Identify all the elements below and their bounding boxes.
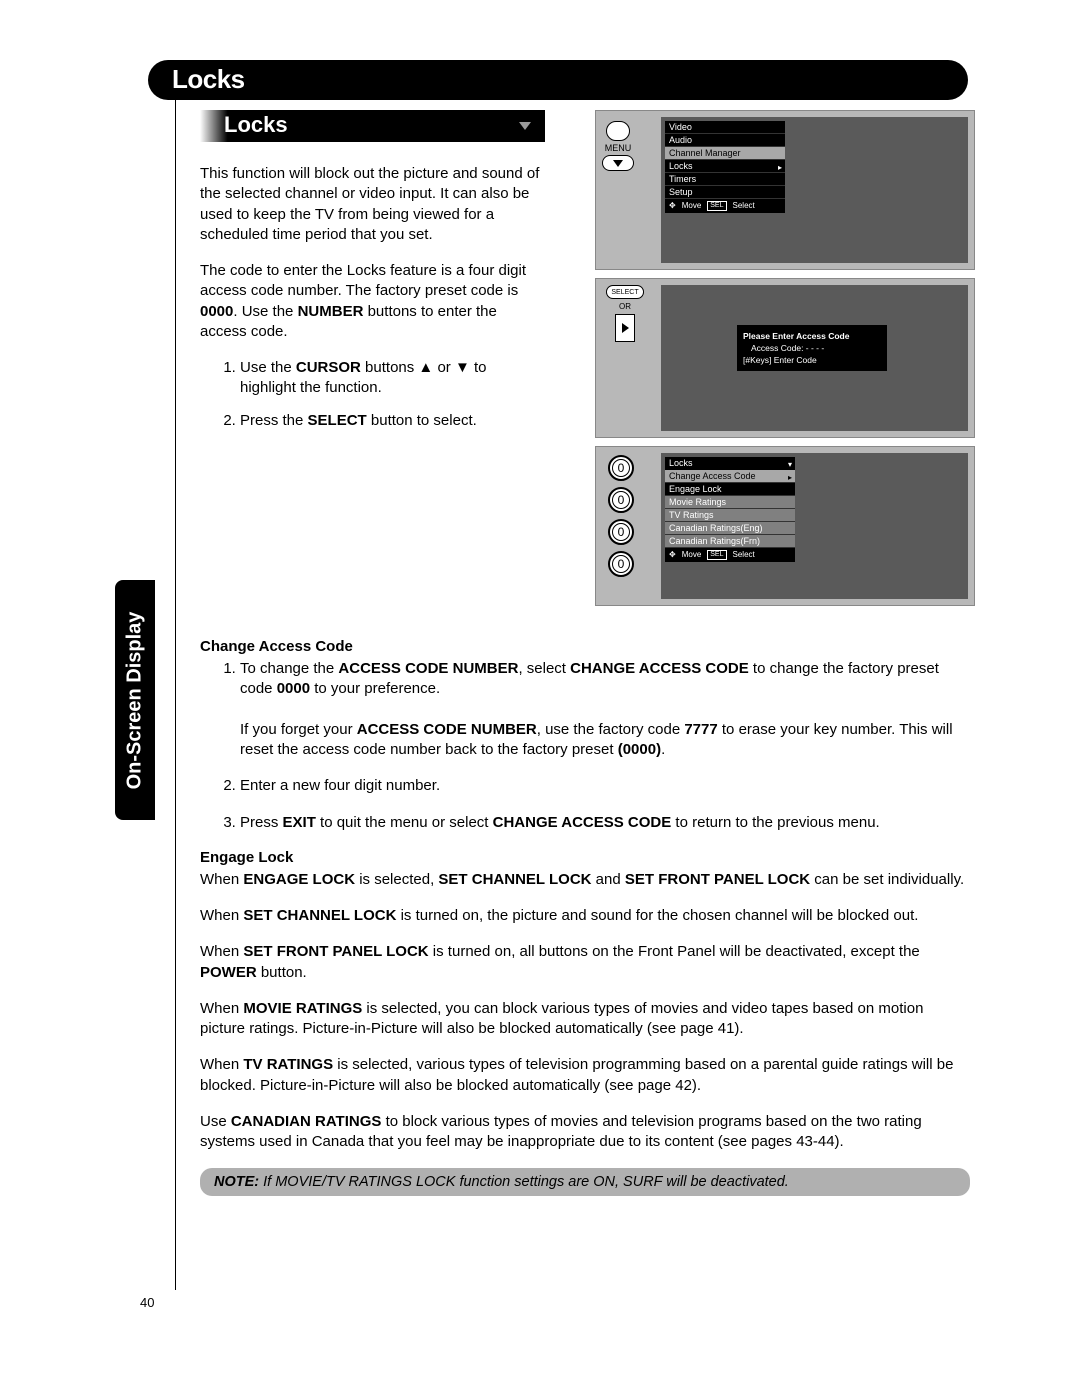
note-text: If MOVIE/TV RATINGS LOCK function settin… <box>259 1174 789 1190</box>
change-code-step-3: Press EXIT to quit the menu or select CH… <box>240 813 970 833</box>
intro-text: This function will block out the picture… <box>200 164 545 431</box>
menu-item-video: Video <box>665 121 785 134</box>
zero-button-icon: 0 <box>608 551 634 577</box>
remote-select-group: SELECT OR <box>606 285 644 342</box>
engage-lock-p1: When ENGAGE LOCK is selected, SET CHANNE… <box>200 870 970 890</box>
menu-hint: ✥Move SEL Select <box>665 548 795 562</box>
screen-inner: Please Enter Access Code Access Code: - … <box>661 285 968 431</box>
zero-buttons: 0 0 0 0 <box>608 455 634 577</box>
engage-lock-heading: Engage Lock <box>200 849 970 866</box>
tv-screen-3: 0 0 0 0 Locks▾ Change Access Code▸ Engag… <box>595 446 975 606</box>
menu-item-setup: Setup <box>665 186 785 199</box>
section-tab-label: On-Screen Display <box>124 611 147 789</box>
note-label: NOTE: <box>214 1174 259 1190</box>
change-code-heading: Change Access Code <box>200 638 970 655</box>
badge-title: Locks <box>224 112 288 137</box>
zero-button-icon: 0 <box>608 519 634 545</box>
intro-p1: This function will block out the picture… <box>200 164 545 245</box>
section-tab: On-Screen Display <box>115 580 155 820</box>
zero-button-icon: 0 <box>608 455 634 481</box>
engage-lock-p3: When SET FRONT PANEL LOCK is turned on, … <box>200 942 970 983</box>
menu-item-timers: Timers <box>665 173 785 186</box>
note-bar: NOTE: If MOVIE/TV RATINGS LOCK function … <box>200 1168 970 1196</box>
engage-lock-p4: When MOVIE RATINGS is selected, you can … <box>200 999 970 1040</box>
submenu-movie-ratings: Movie Ratings <box>665 496 795 509</box>
submenu-can-eng: Canadian Ratings(Eng) <box>665 522 795 535</box>
screen-inner: Locks▾ Change Access Code▸ Engage Lock M… <box>661 453 968 599</box>
tv-panel: MENU Video Audio Channel Manager Locks▸ … <box>595 110 975 614</box>
tv-screen-2: SELECT OR Please Enter Access Code Acces… <box>595 278 975 438</box>
menu-item-locks: Locks▸ <box>665 160 785 173</box>
right-arrow-button-icon <box>615 314 635 342</box>
intro-step-1: Use the CURSOR buttons ▲ or ▼ to highlig… <box>240 358 545 399</box>
submenu-tv-ratings: TV Ratings <box>665 509 795 522</box>
zero-button-icon: 0 <box>608 487 634 513</box>
screen-inner: Video Audio Channel Manager Locks▸ Timer… <box>661 117 968 263</box>
chevron-down-icon <box>519 122 531 130</box>
menu-item-channel: Channel Manager <box>665 147 785 160</box>
menu-button-icon <box>606 121 630 141</box>
down-button-icon <box>602 155 634 171</box>
submenu-can-frn: Canadian Ratings(Frn) <box>665 535 795 548</box>
section-badge: Locks <box>200 110 545 142</box>
main-menu: Video Audio Channel Manager Locks▸ Timer… <box>665 121 785 213</box>
menu-hint: ✥Move SEL Select <box>665 199 785 213</box>
submenu-change-code: Change Access Code▸ <box>665 470 795 483</box>
intro-p2: The code to enter the Locks feature is a… <box>200 261 545 342</box>
select-button-icon: SELECT <box>606 285 644 299</box>
page-content: Locks This function will block out the p… <box>200 110 970 443</box>
engage-lock-p5: When TV RATINGS is selected, various typ… <box>200 1055 970 1096</box>
header-title: Locks <box>172 64 245 94</box>
change-code-step-2: Enter a new four digit number. <box>240 776 970 796</box>
menu-item-audio: Audio <box>665 134 785 147</box>
page-number: 40 <box>140 1295 154 1310</box>
change-code-step-1: To change the ACCESS CODE NUMBER, select… <box>240 659 970 760</box>
engage-lock-p2: When SET CHANNEL LOCK is turned on, the … <box>200 906 970 926</box>
locks-header: Locks▾ <box>665 457 795 470</box>
page-header: Locks <box>148 60 968 100</box>
vertical-divider <box>175 100 176 1290</box>
engage-lock-p6: Use CANADIAN RATINGS to block various ty… <box>200 1112 970 1153</box>
submenu-engage-lock: Engage Lock <box>665 483 795 496</box>
tv-screen-1: MENU Video Audio Channel Manager Locks▸ … <box>595 110 975 270</box>
lower-section: Change Access Code To change the ACCESS … <box>200 630 970 1196</box>
access-code-prompt: Please Enter Access Code Access Code: - … <box>737 325 887 371</box>
remote-menu-button: MENU <box>602 121 634 171</box>
intro-step-2: Press the SELECT button to select. <box>240 411 545 431</box>
locks-submenu: Locks▾ Change Access Code▸ Engage Lock M… <box>665 457 795 562</box>
